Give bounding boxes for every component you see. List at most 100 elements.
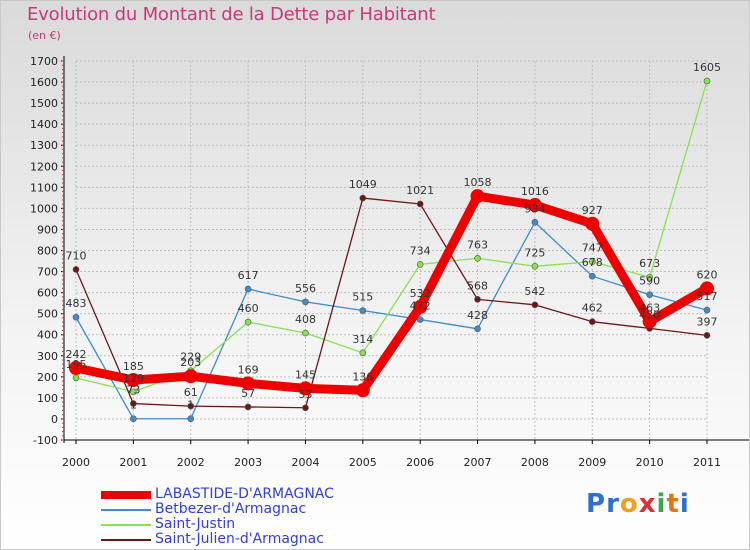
y-tick-label: 1100 xyxy=(30,181,58,194)
x-tick-label: 2006 xyxy=(406,456,434,469)
data-point xyxy=(72,266,80,273)
legend-label: Saint-Julien-d'Armagnac xyxy=(155,531,324,547)
legend-item: Saint-Julien-d'Armagnac xyxy=(101,531,401,547)
y-tick-label: 1400 xyxy=(30,118,58,131)
data-point xyxy=(130,400,137,407)
legend-swatch xyxy=(101,524,151,526)
data-label: 242 xyxy=(66,348,87,361)
x-tick-label: 2007 xyxy=(464,456,492,469)
data-label: 314 xyxy=(352,333,373,346)
legend-item: Saint-Justin xyxy=(101,516,401,532)
data-label: 678 xyxy=(582,256,603,269)
series-line xyxy=(71,191,712,395)
data-point xyxy=(359,194,367,202)
data-point xyxy=(302,298,309,306)
data-point xyxy=(703,332,711,339)
logo-letter: P xyxy=(586,489,607,519)
data-point xyxy=(241,376,256,391)
data-label: 169 xyxy=(238,363,259,376)
data-point xyxy=(244,318,252,326)
data-label: 532 xyxy=(410,287,431,300)
data-label: 1021 xyxy=(406,184,434,197)
data-label: 463 xyxy=(639,301,660,314)
data-label: 927 xyxy=(582,204,603,217)
data-point xyxy=(298,381,313,396)
data-point xyxy=(244,285,252,293)
series-line xyxy=(75,221,708,420)
data-label: 517 xyxy=(697,290,718,303)
y-tick-label: 600 xyxy=(37,287,58,300)
legend-label: Betbezer-d'Armagnac xyxy=(155,501,307,517)
data-label: 747 xyxy=(582,242,603,255)
unit-label: (en €) xyxy=(28,29,61,42)
data-label: 397 xyxy=(697,315,718,328)
data-point xyxy=(413,299,428,314)
y-tick-label: 400 xyxy=(37,329,58,342)
chart-title: Evolution du Montant de la Dette par Hab… xyxy=(27,4,436,25)
legend-label: LABASTIDE-D'ARMAGNAC xyxy=(155,486,334,502)
legend-label: Saint-Justin xyxy=(155,516,236,532)
y-tick-label: 1700 xyxy=(30,55,58,68)
data-label: 483 xyxy=(66,297,87,310)
y-tick-label: 800 xyxy=(37,245,58,258)
data-label: 673 xyxy=(639,257,660,270)
x-tick-label: 2000 xyxy=(62,456,90,469)
data-point xyxy=(646,291,653,299)
data-point xyxy=(531,218,539,226)
data-label: 515 xyxy=(352,291,373,304)
y-tick-label: 1600 xyxy=(30,76,58,89)
y-tick-label: 1300 xyxy=(30,139,58,152)
data-point xyxy=(187,402,195,410)
data-point xyxy=(244,403,252,411)
data-label: 1049 xyxy=(349,178,377,191)
y-tick-label: 200 xyxy=(37,371,58,384)
data-point xyxy=(531,262,539,270)
data-label: 472 xyxy=(410,300,431,313)
data-label: 1 xyxy=(187,399,194,412)
data-label: 136 xyxy=(352,370,373,383)
data-label: 61 xyxy=(184,386,198,399)
y-tick-label: 1500 xyxy=(30,97,58,110)
data-point xyxy=(588,272,596,280)
data-point xyxy=(187,415,195,423)
data-point xyxy=(302,404,309,412)
x-tick-label: 2008 xyxy=(521,456,549,469)
data-point xyxy=(183,369,198,384)
y-tick-label: 300 xyxy=(37,350,58,363)
data-label: 556 xyxy=(295,282,316,295)
logo-letter: i xyxy=(656,489,667,519)
data-label: 408 xyxy=(295,313,316,326)
proxiti-logo: Proxiti xyxy=(586,489,690,519)
data-point xyxy=(646,273,653,281)
y-tick-label: 100 xyxy=(37,392,58,405)
data-point xyxy=(69,360,83,375)
data-point xyxy=(359,349,367,357)
data-point xyxy=(474,325,481,333)
data-label: 725 xyxy=(524,246,545,259)
logo-letter: x xyxy=(638,489,657,519)
data-label: 73 xyxy=(126,384,140,397)
data-point xyxy=(474,254,481,262)
data-point xyxy=(130,415,137,423)
data-label: 229 xyxy=(180,351,201,364)
data-label: 763 xyxy=(467,238,488,251)
data-label: 617 xyxy=(238,269,259,282)
x-tick-label: 2003 xyxy=(234,456,262,469)
x-tick-label: 2004 xyxy=(291,456,319,469)
data-label: 590 xyxy=(639,275,660,288)
data-label: 145 xyxy=(295,368,316,381)
data-label: 934 xyxy=(524,202,545,215)
data-label: 129 xyxy=(123,372,144,385)
data-label: 1016 xyxy=(521,185,549,198)
x-tick-label: 2010 xyxy=(636,456,664,469)
data-point xyxy=(527,198,542,213)
data-label: 203 xyxy=(180,356,201,369)
data-label: 57 xyxy=(241,387,255,400)
data-point xyxy=(703,306,711,314)
data-label: 430 xyxy=(639,308,660,321)
x-tick-label: 2001 xyxy=(119,456,147,469)
logo-letter: o xyxy=(619,489,639,519)
y-tick-label: 500 xyxy=(37,308,58,321)
